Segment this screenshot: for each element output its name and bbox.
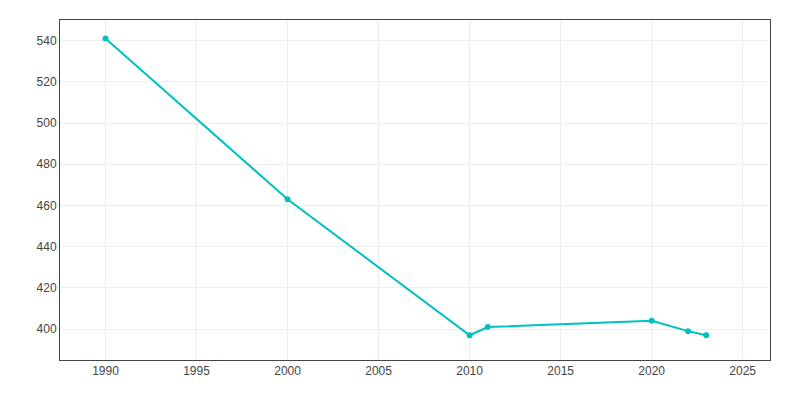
svg-text:2005: 2005: [365, 364, 392, 378]
svg-text:2020: 2020: [638, 364, 665, 378]
svg-text:2025: 2025: [729, 364, 756, 378]
svg-text:420: 420: [37, 281, 57, 295]
svg-text:2010: 2010: [456, 364, 483, 378]
svg-text:1990: 1990: [92, 364, 119, 378]
svg-text:440: 440: [37, 240, 57, 254]
svg-text:2000: 2000: [274, 364, 301, 378]
svg-text:1995: 1995: [183, 364, 210, 378]
svg-text:480: 480: [37, 157, 57, 171]
svg-text:2015: 2015: [547, 364, 574, 378]
svg-text:520: 520: [37, 75, 57, 89]
svg-text:400: 400: [37, 322, 57, 336]
svg-text:500: 500: [37, 116, 57, 130]
svg-text:460: 460: [37, 199, 57, 213]
svg-text:540: 540: [37, 34, 57, 48]
